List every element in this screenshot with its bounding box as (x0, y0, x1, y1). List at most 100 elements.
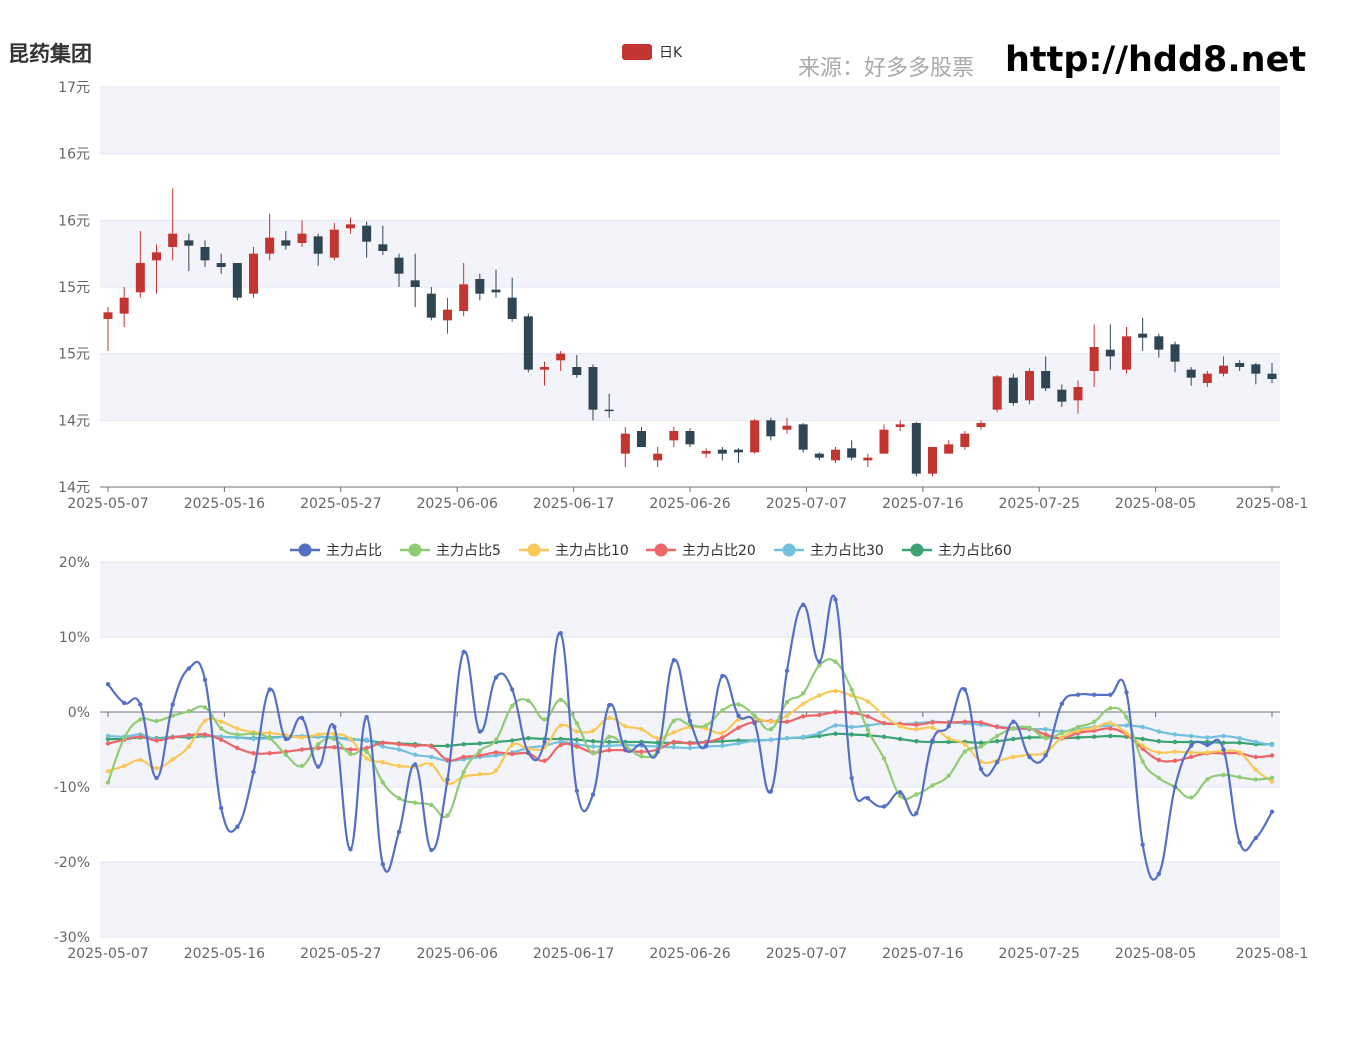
series-point (509, 738, 515, 743)
candle (653, 447, 663, 467)
candle (281, 231, 291, 250)
series-point (558, 742, 563, 748)
candle (685, 428, 695, 447)
series-point (720, 743, 725, 748)
kline-y-tick-label: 16元 (58, 147, 90, 163)
series-point (186, 744, 192, 749)
series-point (509, 751, 515, 757)
series-point (105, 682, 111, 687)
candle (1041, 356, 1051, 391)
candle-body (443, 309, 452, 321)
series-point (881, 713, 887, 718)
ratio-legend[interactable]: 主力占比 主力占比5 主力占比10 主力占比20 主力占比30 主力占比60 (290, 543, 1012, 559)
series-point (1011, 719, 1016, 724)
candle-body (620, 433, 630, 454)
series-point (930, 720, 935, 725)
series-point (235, 732, 240, 737)
series-point (671, 658, 677, 663)
series-point (687, 718, 693, 724)
series-point (380, 744, 386, 749)
candle-body (1008, 377, 1018, 403)
series-point (671, 745, 677, 750)
ratio-legend-dot (408, 543, 422, 557)
kline-x-tick-label: 2025-05-16 (184, 496, 265, 512)
series-point (267, 751, 272, 756)
series-point (429, 744, 434, 749)
candle-body (911, 423, 921, 474)
candle-body (1122, 336, 1131, 370)
ratio-y-tick-label: 20% (59, 555, 90, 571)
candle-body (863, 457, 873, 461)
series-point (332, 724, 337, 730)
candle (103, 307, 113, 351)
candle-body (459, 284, 469, 311)
series-point (800, 602, 806, 607)
candle (1170, 341, 1180, 373)
series-point (784, 719, 790, 724)
kline-x-tick-label: 2025-07-07 (766, 496, 847, 512)
series-point (865, 796, 871, 801)
candle (1089, 324, 1099, 387)
series-point (493, 675, 499, 680)
series-point (477, 748, 483, 754)
series-point (752, 713, 757, 718)
candle-body (798, 424, 808, 450)
candle-body (766, 420, 776, 437)
candle (1105, 324, 1115, 370)
candle (734, 448, 743, 463)
series-point (315, 732, 321, 737)
series-point (154, 766, 159, 771)
candle (1122, 327, 1131, 374)
series-point (833, 731, 838, 736)
kline-y-tick-label: 15元 (58, 280, 90, 296)
candle-body (168, 233, 178, 247)
series-point (1172, 732, 1178, 737)
series-point (590, 728, 596, 733)
series-point (720, 708, 725, 713)
candle (297, 220, 307, 247)
series-point (299, 763, 305, 769)
series-point (655, 736, 660, 741)
series-point (865, 714, 871, 719)
ratio-x-tick-label: 2025-06-06 (417, 946, 498, 962)
candle-body (734, 449, 743, 453)
series-point (881, 734, 887, 739)
series-point (493, 768, 499, 773)
kline-x-tick-label: 2025-05-27 (300, 496, 381, 512)
series-point (138, 734, 143, 739)
ratio-x-tick-label: 2025-05-16 (184, 946, 265, 962)
series-point (752, 721, 757, 726)
series-point (154, 738, 159, 743)
series-point (606, 715, 612, 721)
candle-body (1186, 369, 1196, 378)
series-point (1043, 736, 1048, 741)
series-point (170, 735, 175, 740)
series-point (1172, 739, 1178, 745)
series-point (154, 775, 159, 781)
series-point (218, 737, 224, 742)
series-point (752, 738, 757, 743)
candle (863, 453, 873, 467)
series-point (784, 668, 790, 673)
series-point (606, 739, 612, 745)
ratio-legend-dot (527, 543, 541, 557)
candle-body (103, 312, 113, 319)
series-3 (105, 709, 1275, 763)
series-point (800, 714, 806, 719)
series-point (1188, 795, 1194, 800)
kline-legend[interactable]: 日K (622, 44, 683, 61)
kline-x-tick-label: 2025-07-16 (882, 496, 963, 512)
series-point (558, 723, 563, 728)
series-point (412, 743, 418, 748)
series-point (1108, 726, 1113, 731)
candle (200, 240, 210, 267)
kline-y-ticks: 14元 14元 15元 15元 16元 16元 17元 (58, 80, 90, 496)
series-point (299, 715, 305, 721)
series-point (138, 702, 143, 707)
series-point (784, 700, 790, 705)
candle (879, 424, 889, 454)
series-point (493, 750, 499, 755)
series-point (833, 659, 838, 664)
series-point (703, 743, 709, 748)
candle (911, 421, 921, 477)
